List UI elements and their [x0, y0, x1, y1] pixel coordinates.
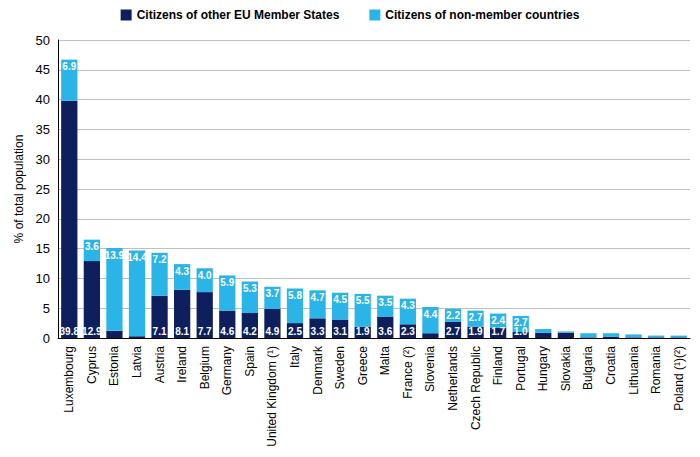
svg-text:Lithuania: Lithuania: [627, 346, 641, 395]
svg-text:15: 15: [36, 241, 50, 256]
svg-text:20: 20: [36, 211, 50, 226]
svg-text:5.8: 5.8: [288, 290, 302, 301]
svg-text:Ireland: Ireland: [175, 346, 189, 383]
svg-text:30: 30: [36, 152, 50, 167]
svg-text:Czech Republic: Czech Republic: [469, 346, 483, 430]
svg-text:Hungary: Hungary: [536, 346, 550, 391]
svg-text:Denmark: Denmark: [311, 345, 325, 395]
svg-text:Austria: Austria: [153, 346, 167, 384]
svg-text:France (²): France (²): [401, 346, 415, 399]
svg-text:3.7: 3.7: [265, 288, 279, 299]
svg-text:% of total population: % of total population: [12, 135, 26, 244]
svg-text:4.9: 4.9: [265, 326, 279, 337]
svg-text:Sweden: Sweden: [333, 346, 347, 389]
svg-text:2.7: 2.7: [514, 317, 528, 328]
svg-text:2.2: 2.2: [446, 310, 460, 321]
svg-text:6.9: 6.9: [62, 61, 76, 72]
svg-text:3.6: 3.6: [378, 326, 392, 337]
svg-text:2.3: 2.3: [401, 326, 415, 337]
svg-text:4.5: 4.5: [333, 294, 347, 305]
svg-text:13.9: 13.9: [105, 250, 125, 261]
svg-text:Citizens of non-member countri: Citizens of non-member countries: [385, 8, 579, 22]
svg-text:1.9: 1.9: [356, 326, 370, 337]
svg-text:Luxembourg: Luxembourg: [62, 346, 76, 413]
svg-text:2.7: 2.7: [469, 312, 483, 323]
svg-text:4.7: 4.7: [311, 292, 325, 303]
svg-text:5.9: 5.9: [220, 277, 234, 288]
svg-text:Slovenia: Slovenia: [423, 346, 437, 392]
svg-text:4.3: 4.3: [175, 266, 189, 277]
svg-text:7.1: 7.1: [153, 326, 167, 337]
svg-text:United Kingdom (¹): United Kingdom (¹): [265, 346, 279, 447]
svg-text:3.5: 3.5: [378, 297, 392, 308]
svg-text:Poland (¹)(²): Poland (¹)(²): [672, 346, 686, 411]
svg-text:Finland: Finland: [491, 346, 505, 385]
svg-text:Netherlands: Netherlands: [446, 346, 460, 411]
svg-text:25: 25: [36, 182, 50, 197]
svg-text:4.2: 4.2: [243, 326, 257, 337]
svg-text:Spain: Spain: [243, 346, 257, 377]
svg-text:12.9: 12.9: [82, 326, 102, 337]
svg-text:14.4: 14.4: [127, 252, 147, 263]
svg-text:7.2: 7.2: [153, 254, 167, 265]
svg-text:Estonia: Estonia: [107, 346, 121, 386]
svg-text:4.0: 4.0: [198, 270, 212, 281]
svg-text:Croatia: Croatia: [604, 346, 618, 385]
svg-text:50: 50: [36, 33, 50, 48]
svg-text:2.7: 2.7: [446, 326, 460, 337]
svg-text:Romania: Romania: [649, 346, 663, 394]
svg-text:Bulgaria: Bulgaria: [581, 346, 595, 390]
svg-text:Citizens of other EU Member St: Citizens of other EU Member States: [137, 8, 340, 22]
svg-text:7.7: 7.7: [198, 326, 212, 337]
svg-text:3.6: 3.6: [85, 241, 99, 252]
svg-text:2.5: 2.5: [288, 326, 302, 337]
svg-text:Italy: Italy: [288, 346, 302, 368]
svg-text:1.0: 1.0: [513, 325, 528, 337]
svg-text:4.3: 4.3: [401, 300, 415, 311]
svg-text:4.6: 4.6: [220, 326, 234, 337]
svg-text:4.4: 4.4: [423, 309, 437, 320]
svg-text:5.3: 5.3: [243, 283, 257, 294]
svg-text:40: 40: [36, 92, 50, 107]
svg-text:39.8: 39.8: [60, 326, 80, 337]
svg-text:10: 10: [36, 271, 50, 286]
svg-text:Latvia: Latvia: [130, 346, 144, 378]
svg-text:45: 45: [36, 62, 50, 77]
svg-text:5.5: 5.5: [356, 295, 370, 306]
svg-text:Germany: Germany: [220, 346, 234, 395]
svg-text:Portugal: Portugal: [514, 346, 528, 391]
svg-text:3.1: 3.1: [333, 326, 347, 337]
svg-text:Cyprus: Cyprus: [85, 346, 99, 384]
svg-text:0: 0: [43, 331, 50, 346]
svg-text:1.7: 1.7: [491, 326, 505, 337]
svg-text:Greece: Greece: [356, 346, 370, 386]
svg-text:Belgium: Belgium: [198, 346, 212, 389]
svg-text:35: 35: [36, 122, 50, 137]
svg-text:Malta: Malta: [378, 346, 392, 376]
svg-text:Slovakia: Slovakia: [559, 346, 573, 392]
svg-text:1.9: 1.9: [469, 326, 483, 337]
svg-text:8.1: 8.1: [175, 326, 189, 337]
svg-text:5: 5: [43, 301, 50, 316]
svg-text:3.3: 3.3: [311, 326, 325, 337]
svg-text:2.4: 2.4: [491, 315, 505, 326]
